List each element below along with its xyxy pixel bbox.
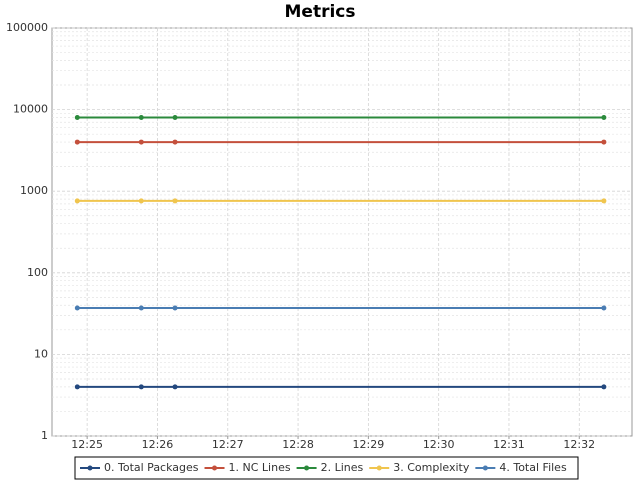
x-tick-label: 12:26 — [142, 438, 174, 451]
data-point — [138, 115, 144, 121]
data-point — [138, 305, 144, 311]
data-point — [74, 384, 80, 390]
data-point — [172, 384, 178, 390]
x-tick-label: 12:29 — [353, 438, 385, 451]
legend-label: 3. Complexity — [393, 461, 470, 474]
data-point — [172, 139, 178, 145]
data-point — [601, 305, 607, 311]
data-point — [601, 198, 607, 204]
x-tick-label: 12:30 — [423, 438, 455, 451]
data-point — [74, 198, 80, 204]
data-point — [601, 139, 607, 145]
legend-swatch-dot — [87, 465, 93, 471]
legend-label: 2. Lines — [321, 461, 364, 474]
data-point — [172, 198, 178, 204]
y-tick-label: 1 — [41, 429, 48, 442]
y-tick-label: 100 — [27, 266, 48, 279]
y-tick-label: 1000 — [20, 184, 48, 197]
legend-swatch-dot — [376, 465, 382, 471]
x-tick-label: 12:32 — [563, 438, 595, 451]
x-tick-label: 12:31 — [493, 438, 525, 451]
data-point — [138, 139, 144, 145]
plot-area — [51, 27, 633, 437]
data-point — [74, 139, 80, 145]
legend-label: 1. NC Lines — [229, 461, 291, 474]
data-point — [172, 115, 178, 121]
legend-label: 0. Total Packages — [104, 461, 199, 474]
data-point — [74, 115, 80, 121]
y-tick-label: 10000 — [13, 103, 48, 116]
chart-title: Metrics — [285, 2, 356, 22]
y-tick-label: 10 — [34, 347, 48, 360]
x-tick-label: 12:25 — [71, 438, 103, 451]
data-point — [172, 305, 178, 311]
legend-box — [74, 456, 579, 480]
y-tick-label: 100000 — [6, 21, 48, 34]
data-point — [74, 305, 80, 311]
legend-swatch-dot — [304, 465, 310, 471]
data-point — [138, 198, 144, 204]
x-tick-label: 12:28 — [282, 438, 314, 451]
data-point — [601, 384, 607, 390]
data-point — [138, 384, 144, 390]
x-tick-label: 12:27 — [212, 438, 244, 451]
legend-label: 4. Total Files — [499, 461, 567, 474]
legend-swatch-dot — [482, 465, 488, 471]
legend-swatch-dot — [212, 465, 218, 471]
data-point — [601, 115, 607, 121]
